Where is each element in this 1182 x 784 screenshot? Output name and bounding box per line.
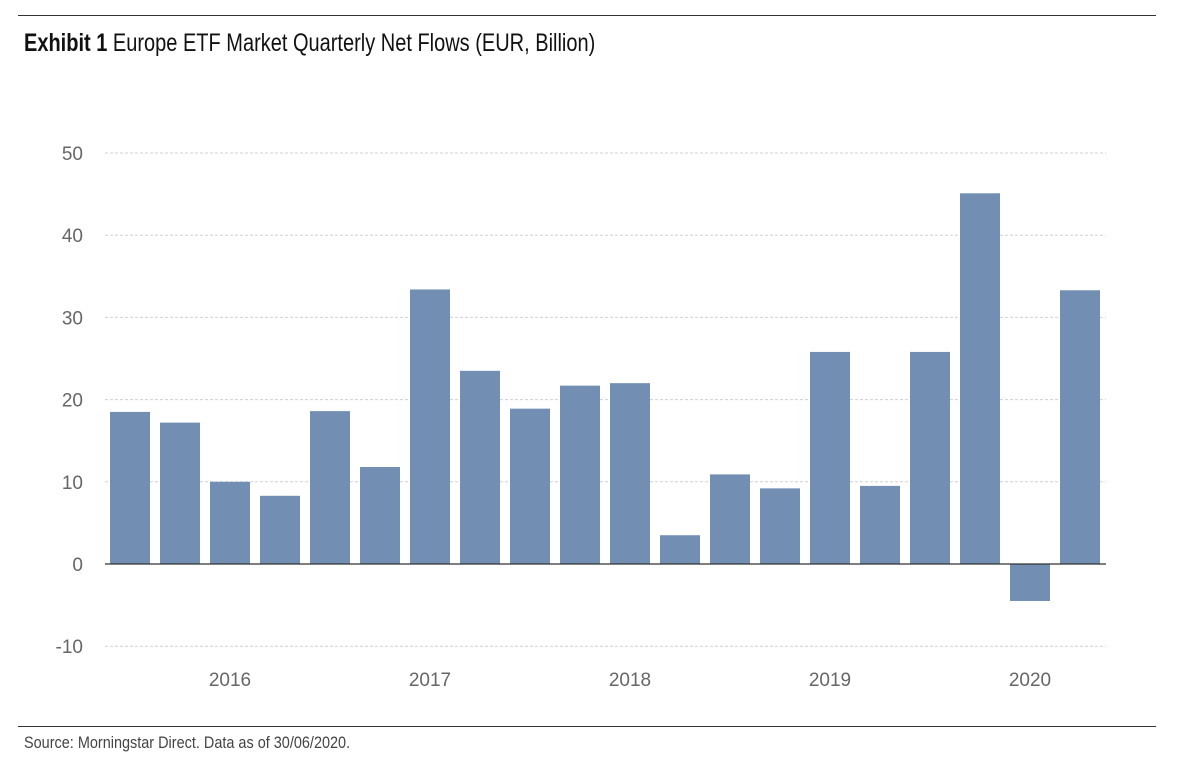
x-tick-label: 2019 bbox=[809, 670, 851, 691]
y-tick-label: 20 bbox=[62, 391, 83, 412]
x-tick-label: 2016 bbox=[209, 670, 251, 691]
chart-title: Exhibit 1 Europe ETF Market Quarterly Ne… bbox=[24, 29, 595, 58]
y-tick-label: -10 bbox=[56, 637, 83, 658]
y-tick-label: 50 bbox=[62, 144, 83, 165]
bottom-rule bbox=[18, 726, 1156, 727]
bar bbox=[760, 488, 800, 564]
top-rule bbox=[18, 15, 1156, 16]
y-tick-label: 40 bbox=[62, 226, 83, 247]
bar bbox=[110, 411, 150, 564]
bar bbox=[660, 535, 700, 564]
x-tick-label: 2018 bbox=[609, 670, 651, 691]
bar bbox=[210, 481, 250, 564]
bar bbox=[910, 351, 950, 564]
exhibit-label: Exhibit 1 bbox=[24, 29, 108, 57]
bar bbox=[310, 411, 350, 564]
bar bbox=[810, 351, 850, 564]
bar bbox=[1010, 564, 1050, 601]
bar bbox=[610, 383, 650, 564]
x-tick-label: 2017 bbox=[409, 670, 451, 691]
bar bbox=[260, 495, 300, 564]
title-text: Europe ETF Market Quarterly Net Flows (E… bbox=[112, 29, 596, 57]
bar bbox=[860, 485, 900, 564]
bar bbox=[410, 289, 450, 564]
bar bbox=[960, 193, 1000, 564]
y-tick-label: 0 bbox=[72, 555, 83, 576]
bar bbox=[510, 408, 550, 564]
y-tick-label: 10 bbox=[62, 473, 83, 494]
x-tick-label: 2020 bbox=[1009, 670, 1051, 691]
y-tick-label: 30 bbox=[62, 308, 83, 329]
source-note: Source: Morningstar Direct. Data as of 3… bbox=[24, 733, 351, 752]
bar bbox=[360, 467, 400, 564]
bar bbox=[1060, 290, 1100, 564]
bar bbox=[710, 474, 750, 564]
bar bbox=[560, 385, 600, 564]
bar bbox=[160, 422, 200, 564]
bar bbox=[460, 370, 500, 564]
